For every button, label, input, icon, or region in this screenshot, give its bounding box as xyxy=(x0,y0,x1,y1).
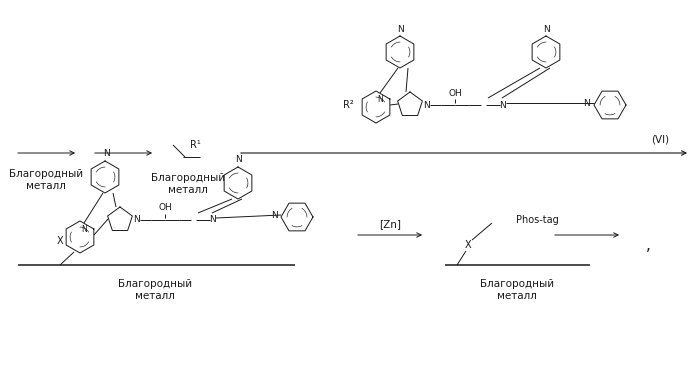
Text: (VI): (VI) xyxy=(651,134,669,144)
Text: Благородный
металл: Благородный металл xyxy=(151,173,225,195)
Text: OH: OH xyxy=(448,88,462,98)
Text: N: N xyxy=(424,100,430,109)
Text: Благородный
металл: Благородный металл xyxy=(480,279,554,301)
Text: R¹: R¹ xyxy=(190,140,200,150)
Text: N: N xyxy=(103,150,109,159)
Text: X: X xyxy=(465,240,471,250)
Text: R²: R² xyxy=(342,100,354,110)
Text: N: N xyxy=(544,24,550,33)
Text: N: N xyxy=(500,100,506,109)
Text: X: X xyxy=(57,236,63,246)
Text: OH: OH xyxy=(158,204,172,213)
Text: N: N xyxy=(584,99,590,108)
Text: [Zn]: [Zn] xyxy=(379,219,401,229)
Text: N: N xyxy=(236,156,242,165)
Text: Благородный
металл: Благородный металл xyxy=(9,169,83,190)
Text: N: N xyxy=(377,94,383,104)
Text: N: N xyxy=(134,216,141,225)
Text: ,: , xyxy=(645,237,650,252)
Text: N: N xyxy=(271,210,277,219)
Text: N: N xyxy=(398,24,405,33)
Text: N: N xyxy=(209,216,216,225)
Text: N: N xyxy=(81,225,87,234)
Text: Благородный
металл: Благородный металл xyxy=(118,279,192,301)
Text: Phos-tag: Phos-tag xyxy=(516,215,559,225)
